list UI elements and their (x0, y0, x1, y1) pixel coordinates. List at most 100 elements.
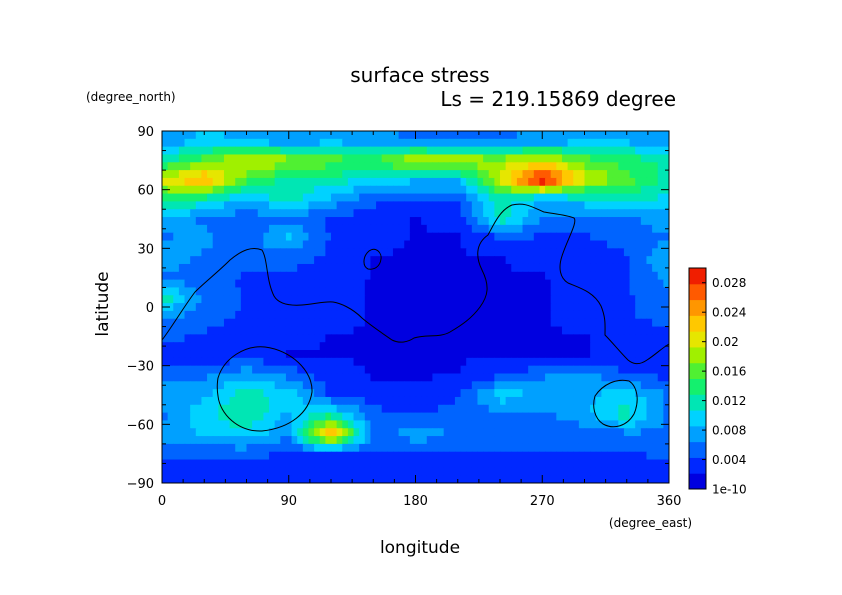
heatmap-cell (623, 373, 631, 382)
heatmap-cell (623, 404, 631, 414)
heatmap-cell (392, 256, 400, 265)
heatmap-cell (612, 287, 619, 296)
heatmap-cell (612, 248, 619, 257)
heatmap-cell (454, 436, 462, 445)
heatmap-cell (246, 177, 253, 187)
heatmap-cell (381, 467, 388, 476)
heatmap-cell (184, 350, 191, 359)
heatmap-cell (505, 451, 512, 461)
heatmap-cell (421, 248, 428, 257)
heatmap-cell (218, 232, 225, 242)
heatmap-cell (246, 154, 253, 163)
heatmap-cell (618, 459, 625, 468)
heatmap-cell (601, 389, 608, 398)
heatmap-cell (505, 412, 512, 422)
heatmap-cell (263, 443, 270, 453)
heatmap-cell (652, 263, 659, 273)
heatmap-cell (235, 381, 242, 390)
heatmap-cell (370, 443, 377, 453)
heatmap-cell (449, 357, 456, 367)
heatmap-cell (381, 451, 388, 461)
topography-contours (161, 203, 670, 432)
heatmap-cell (477, 373, 484, 382)
heatmap-cell (443, 350, 450, 359)
heatmap-cell (629, 428, 636, 437)
heatmap-cell (218, 146, 225, 156)
heatmap-cell (404, 451, 411, 461)
heatmap-cell (443, 193, 450, 202)
heatmap-cell (235, 350, 242, 359)
heatmap-cell (364, 381, 372, 390)
heatmap-cell (623, 162, 631, 171)
heatmap-cell (212, 279, 219, 289)
heatmap-cell (652, 365, 659, 375)
heatmap-cell (297, 365, 304, 375)
heatmap-cell (516, 177, 524, 187)
heatmap-cell (483, 303, 490, 312)
heatmap-cell (500, 475, 507, 483)
heatmap-cell (657, 162, 664, 171)
heatmap-cell (522, 154, 529, 163)
heatmap-cell (415, 318, 422, 328)
x-axis-label: longitude (380, 538, 460, 558)
heatmap-cell (516, 185, 524, 195)
heatmap-cell (511, 295, 518, 304)
heatmap-cell (623, 209, 631, 218)
heatmap-cell (477, 334, 484, 343)
heatmap-cell (280, 443, 287, 453)
heatmap-cell (302, 138, 310, 148)
heatmap-cell (195, 295, 203, 304)
heatmap-cell (235, 451, 242, 461)
heatmap-cell (426, 389, 433, 398)
heatmap-cell (477, 451, 484, 461)
heatmap-cell (381, 436, 388, 445)
heatmap-cell (635, 412, 642, 422)
heatmap-cell (607, 295, 614, 304)
heatmap-cell (646, 131, 653, 140)
heatmap-cell (235, 271, 242, 281)
heatmap-cell (218, 154, 225, 163)
heatmap-cell (635, 248, 642, 257)
heatmap-cell (449, 373, 456, 382)
heatmap-cell (398, 475, 405, 483)
heatmap-cell (336, 318, 343, 328)
heatmap-cell (652, 287, 659, 296)
contour-argyre (593, 379, 638, 428)
heatmap-cell (584, 342, 591, 351)
heatmap-cell (246, 287, 253, 296)
heatmap-cell (409, 248, 417, 257)
heatmap-cell (404, 131, 411, 140)
heatmap-cell (516, 310, 524, 320)
heatmap-cell (280, 209, 287, 218)
heatmap-cell (618, 342, 625, 351)
heatmap-cell (331, 138, 338, 148)
heatmap-cell (556, 396, 563, 406)
heatmap-cell (347, 263, 355, 273)
heatmap-cell (629, 295, 636, 304)
heatmap-cell (460, 303, 467, 312)
heatmap-cell (342, 365, 349, 375)
heatmap-cell (364, 217, 372, 226)
heatmap-cell (488, 459, 495, 468)
heatmap-cell (466, 420, 473, 429)
heatmap-cell (325, 357, 332, 367)
heatmap-cell (438, 436, 445, 445)
heatmap-cell (505, 326, 512, 335)
heatmap-cell (646, 334, 653, 343)
heatmap-cell (364, 263, 372, 273)
heatmap-cell (190, 350, 197, 359)
heatmap-cell (235, 303, 242, 312)
heatmap-cell (173, 428, 180, 437)
heatmap-cell (516, 232, 524, 242)
heatmap-cell (612, 224, 619, 234)
heatmap-cell (652, 217, 659, 226)
heatmap-cell (522, 310, 529, 320)
heatmap-cell (460, 443, 467, 453)
heatmap-cell (246, 217, 253, 226)
heatmap-cell (623, 342, 631, 351)
heatmap-cell (308, 263, 315, 273)
heatmap-cell (545, 201, 552, 210)
heatmap-cell (302, 240, 310, 249)
heatmap-cell (336, 428, 343, 437)
heatmap-cell (483, 170, 490, 179)
